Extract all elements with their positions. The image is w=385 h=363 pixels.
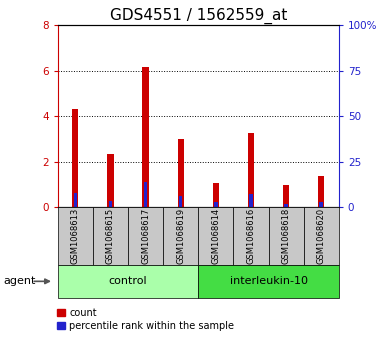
Bar (198, 207, 233, 265)
Bar (144, 182, 147, 207)
Text: GSM1068620: GSM1068620 (317, 208, 326, 264)
Bar (58, 265, 198, 298)
Bar (163, 207, 198, 265)
Bar (179, 196, 182, 207)
Bar (320, 202, 323, 207)
Text: GSM1068619: GSM1068619 (176, 208, 185, 264)
Bar (74, 193, 77, 207)
Bar (109, 200, 112, 207)
Bar (304, 207, 339, 265)
Bar (248, 133, 254, 207)
Bar (177, 139, 184, 207)
Text: agent: agent (4, 276, 36, 286)
Bar (198, 265, 339, 298)
Bar (214, 202, 218, 207)
Text: GSM1068617: GSM1068617 (141, 208, 150, 264)
Bar (269, 207, 304, 265)
Bar (318, 176, 325, 207)
Legend: count, percentile rank within the sample: count, percentile rank within the sample (55, 306, 236, 333)
Text: GSM1068613: GSM1068613 (71, 208, 80, 264)
Bar (72, 109, 79, 207)
Bar (107, 154, 114, 207)
Text: GSM1068615: GSM1068615 (106, 208, 115, 264)
Bar (283, 185, 289, 207)
Bar (142, 68, 149, 207)
Bar (58, 207, 93, 265)
Bar (233, 207, 269, 265)
Bar (249, 195, 253, 207)
Text: GSM1068614: GSM1068614 (211, 208, 220, 264)
Text: GSM1068616: GSM1068616 (246, 208, 256, 264)
Bar (128, 207, 163, 265)
Bar (285, 204, 288, 207)
Text: interleukin-10: interleukin-10 (229, 276, 308, 286)
Text: GSM1068618: GSM1068618 (281, 208, 291, 264)
Bar (213, 183, 219, 207)
Title: GDS4551 / 1562559_at: GDS4551 / 1562559_at (110, 8, 287, 24)
Bar (93, 207, 128, 265)
Text: control: control (109, 276, 147, 286)
